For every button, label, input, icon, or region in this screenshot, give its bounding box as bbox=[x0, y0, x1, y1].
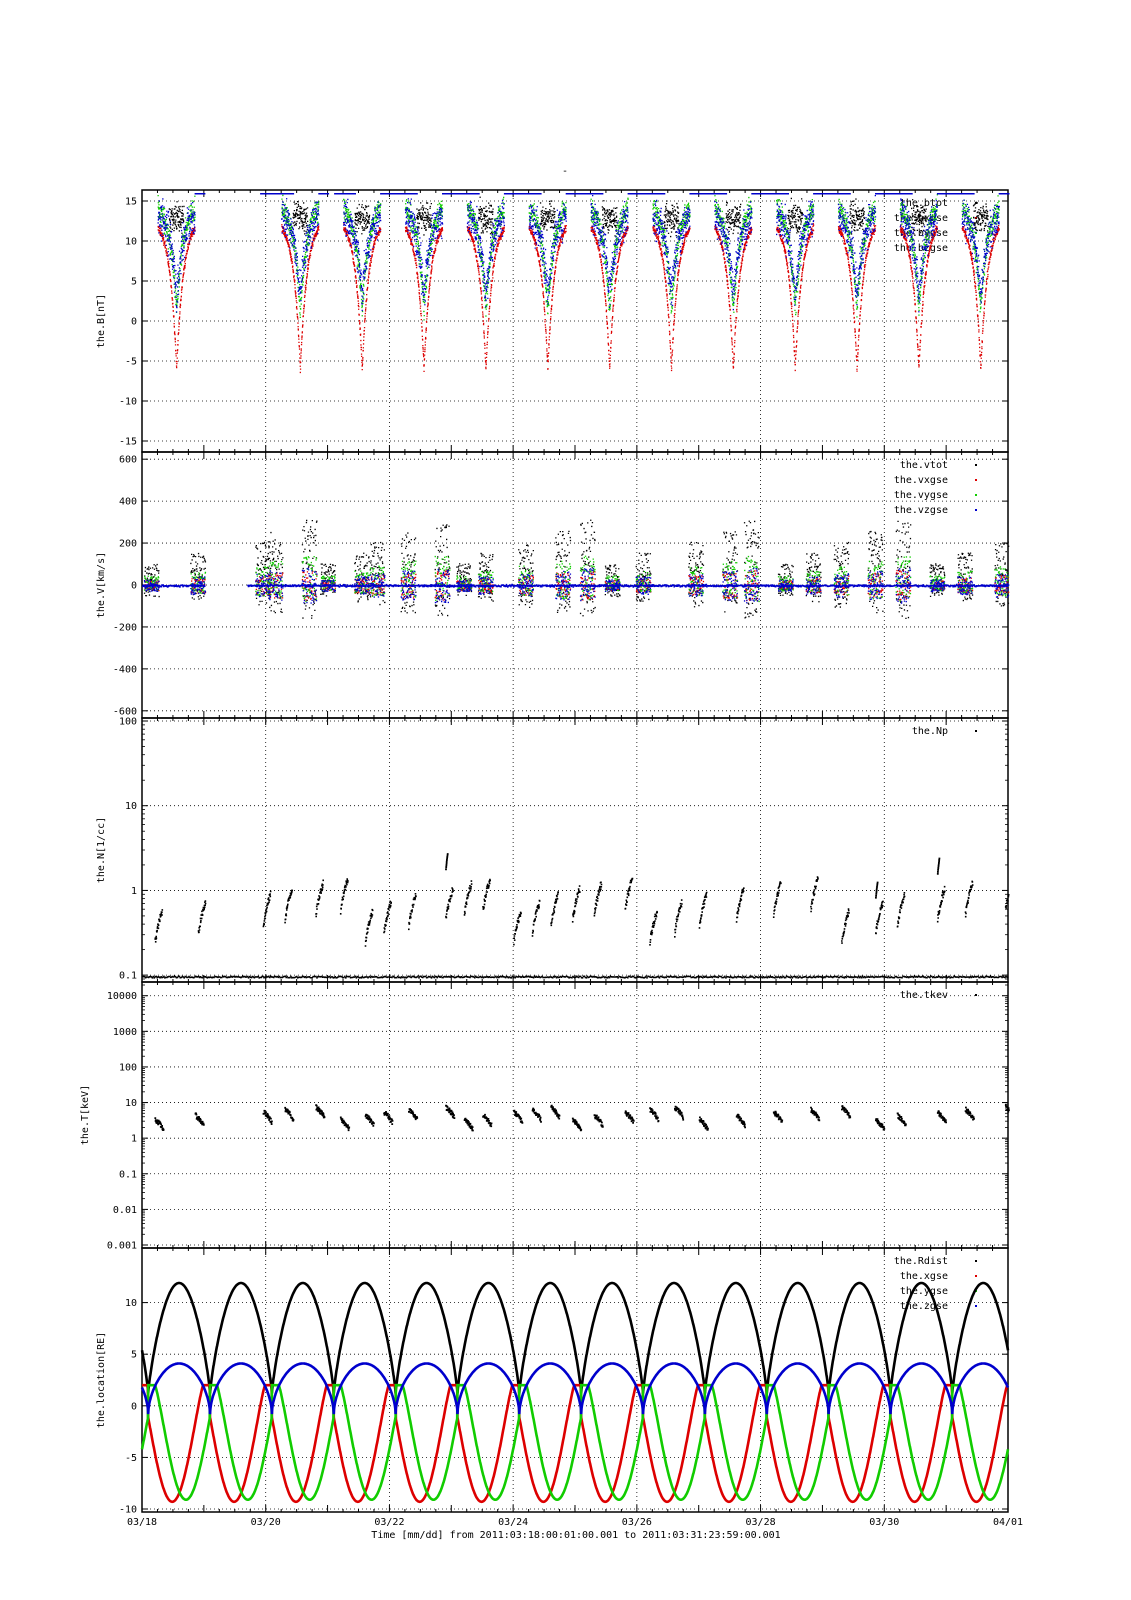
n-series-black bbox=[142, 853, 1010, 979]
orbit-green bbox=[140, 1383, 1010, 1501]
legend-marker bbox=[975, 494, 977, 496]
y-tick-label: 400 bbox=[119, 497, 137, 508]
legend-entry-the-vygse: the.vygse bbox=[894, 490, 948, 501]
legend-marker bbox=[975, 509, 977, 511]
legend-entry-the-tkev: the.tkev bbox=[900, 990, 948, 1001]
legend-marker bbox=[975, 1275, 977, 1277]
y-tick-label: 1000 bbox=[113, 1027, 137, 1038]
top-title: - bbox=[562, 166, 568, 177]
b-series-blue bbox=[157, 193, 1010, 313]
y-tick-label: 10 bbox=[125, 801, 137, 812]
legend-entry-the-bygse: the.bygse bbox=[894, 228, 948, 239]
panel-location: -10 -5 0 5 10 the.location[RE] the.Rdist the.xg… bbox=[96, 1247, 1010, 1516]
legend-entry-the-vzgse: the.vzgse bbox=[894, 505, 948, 516]
panel-frame bbox=[141, 717, 1009, 983]
x-tick-label: 03/28 bbox=[746, 1517, 776, 1528]
x-tick-label: 03/26 bbox=[622, 1517, 652, 1528]
y-axis-title: the.B[nT] bbox=[96, 294, 107, 348]
legend-entry-the-btot: the.btot bbox=[900, 198, 948, 209]
y-tick-label: -5 bbox=[125, 357, 137, 368]
y-tick-label: -15 bbox=[119, 437, 137, 448]
y-axis-title: the.V[km/s] bbox=[96, 552, 107, 618]
y-tick-label: -200 bbox=[113, 622, 137, 633]
x-tick-label: 03/22 bbox=[374, 1517, 404, 1528]
y-tick-label: 10 bbox=[125, 1098, 137, 1109]
y-tick-label: 0.1 bbox=[119, 1169, 137, 1180]
y-axis-title: the.location[RE] bbox=[96, 1332, 107, 1428]
legend-marker bbox=[975, 479, 977, 481]
data-points-T bbox=[154, 1104, 1010, 1132]
y-tick-label: 100 bbox=[119, 717, 137, 728]
orbit-blue bbox=[140, 1362, 1010, 1415]
x-tick-label: 03/24 bbox=[498, 1517, 528, 1528]
data-points-location bbox=[140, 1281, 1010, 1504]
y-tick-label: -10 bbox=[119, 1505, 137, 1516]
y-tick-label: 5 bbox=[131, 1350, 137, 1361]
t-series-black bbox=[154, 1104, 1010, 1132]
legend-entry-the-vxgse: the.vxgse bbox=[894, 475, 948, 486]
x-tick-label: 03/20 bbox=[251, 1517, 281, 1528]
y-tick-label: 10 bbox=[125, 1298, 137, 1309]
legend-entry-the-xgse: the.xgse bbox=[900, 1271, 948, 1282]
data-points-V bbox=[142, 519, 1010, 619]
data-points-B bbox=[157, 193, 1010, 374]
panel-V: -600 -400 -200 0 200 400 600 the.V[km/s] the.vto… bbox=[96, 451, 1010, 719]
legend-entry-the-zgse: the.zgse bbox=[900, 1301, 948, 1312]
legend-entry-the-Np: the.Np bbox=[912, 726, 948, 737]
y-tick-label: 0 bbox=[131, 317, 137, 328]
y-tick-label: 15 bbox=[125, 197, 137, 208]
legend-marker bbox=[975, 994, 977, 996]
y-tick-label: 200 bbox=[119, 539, 137, 550]
panel-B: -15-10-5051015the.B[nT]the.btotthe.bxgse… bbox=[96, 189, 1010, 453]
panel-T: 0.001 0.01 0.1 1 10 100 1000 10000 the.T[keV] the… bbox=[80, 981, 1010, 1252]
legend-entry-the-vtot: the.vtot bbox=[900, 460, 948, 471]
v-series-black bbox=[143, 519, 1010, 619]
x-axis-title: Time [mm/dd] from 2011:03:18:00:01:00.00… bbox=[371, 1530, 780, 1541]
data-points-N bbox=[142, 853, 1010, 979]
b-series-green bbox=[157, 194, 1000, 321]
y-tick-label: 100 bbox=[119, 1062, 137, 1073]
y-tick-label: -400 bbox=[113, 664, 137, 675]
legend-marker bbox=[975, 202, 977, 204]
y-tick-label: 0 bbox=[131, 1401, 137, 1412]
legend-marker bbox=[975, 464, 977, 466]
legend-entry-the-Rdist: the.Rdist bbox=[894, 1256, 948, 1267]
panel-frame bbox=[141, 981, 1009, 1249]
legend-marker bbox=[975, 730, 977, 732]
y-tick-label: 10000 bbox=[107, 991, 137, 1002]
legend-entry-the-ygse: the.ygse bbox=[900, 1286, 948, 1297]
x-tick-label: 04/01 bbox=[993, 1517, 1023, 1528]
legend-marker bbox=[975, 1305, 977, 1307]
y-tick-label: 10 bbox=[125, 237, 137, 248]
b-series-red bbox=[157, 223, 1000, 374]
y-tick-label: 0.1 bbox=[119, 971, 137, 982]
orbit-black bbox=[140, 1281, 1010, 1394]
legend-entry-the-bzgse: the.bzgse bbox=[894, 243, 948, 254]
x-tick-label: 03/18 bbox=[127, 1517, 157, 1528]
y-tick-label: 0.01 bbox=[113, 1205, 137, 1216]
y-tick-label: 1 bbox=[131, 886, 137, 897]
x-tick-label: 03/30 bbox=[869, 1517, 899, 1528]
y-tick-label: -600 bbox=[113, 706, 137, 717]
y-tick-label: 1 bbox=[131, 1134, 137, 1145]
y-tick-label: 5 bbox=[131, 277, 137, 288]
v-series-green bbox=[143, 555, 1010, 603]
y-tick-label: 0.001 bbox=[107, 1241, 137, 1252]
y-tick-label: 0 bbox=[131, 581, 137, 592]
legend-marker bbox=[975, 1260, 977, 1262]
y-axis-title: the.T[keV] bbox=[80, 1085, 91, 1145]
v-series-blue bbox=[142, 567, 1010, 604]
y-tick-label: -10 bbox=[119, 397, 137, 408]
y-axis-title: the.N[1/cc] bbox=[96, 817, 107, 883]
y-tick-label: 600 bbox=[119, 455, 137, 466]
panel-N: 0.1 1 10 100 the.N[1/cc] the.Np bbox=[96, 717, 1010, 983]
y-tick-label: -5 bbox=[125, 1453, 137, 1464]
